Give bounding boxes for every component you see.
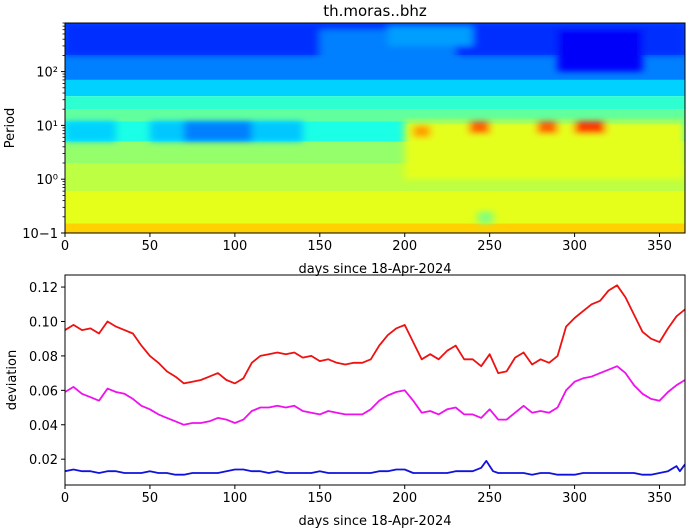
heatmap-band-3: [65, 96, 685, 110]
heatmap-patch-10: [469, 121, 490, 134]
heatmap-patch-5: [183, 121, 252, 142]
line-x-axis: 0 50 100 150 200 250 300 350: [61, 485, 672, 506]
heatmap-y-tick-label: 10¹: [36, 119, 58, 134]
heatmap-patch-3: [387, 26, 473, 46]
heatmap-cells: [65, 23, 685, 233]
figure-title: th.moras..bhz: [323, 2, 427, 20]
line-x-tick-label: 300: [562, 491, 587, 506]
heatmap-y-tick-label: 10²: [36, 66, 58, 81]
line-y-label: deviation: [5, 350, 20, 410]
line-panel: 0 50 100 150 200 250 300 350 0.020.040.060.080.…: [5, 274, 686, 529]
heatmap-patch-2: [557, 29, 643, 72]
heatmap-x-tick-label: 50: [142, 239, 159, 254]
heatmap-band-9: [65, 223, 685, 233]
line-y-tick-label: 0.10: [29, 315, 58, 330]
heatmap-band-4: [65, 109, 685, 122]
heatmap-x-tick-label: 300: [562, 239, 587, 254]
line-series-0: [65, 284, 685, 385]
heatmap-x-tick-label: 100: [222, 239, 247, 254]
heatmap-x-tick-label: 200: [392, 239, 417, 254]
heatmap-patch-6: [65, 121, 116, 142]
line-x-tick-label: 350: [647, 491, 672, 506]
heatmap-x-tick-label: 150: [307, 239, 332, 254]
line-y-tick-label: 0.02: [29, 453, 58, 468]
heatmap-x-label: days since 18-Apr-2024: [298, 262, 451, 277]
line-y-tick-label: 0.12: [29, 281, 58, 296]
line-y-axis: 0.02 0.04 0.06 0.08 0.10 0.12: [29, 281, 65, 468]
heatmap-x-tick-label: 250: [477, 239, 502, 254]
line-y-tick-label: 0.08: [29, 350, 58, 365]
line-y-tick-label: 0.06: [29, 384, 58, 399]
heatmap-patches: [65, 23, 685, 224]
heatmap-x-tick-label: 350: [647, 239, 672, 254]
line-x-tick-label: 100: [222, 491, 247, 506]
heatmap-y-tick-label: 10⁰: [36, 173, 58, 188]
heatmap-x-tick-label: 0: [61, 239, 69, 254]
line-series-1: [65, 365, 685, 426]
line-x-tick-label: 50: [142, 491, 159, 506]
heatmap-patch-11: [537, 121, 558, 134]
heatmap-panel: 0 50 100 150 200 250 300 350 10−1 10⁰ 10¹ 10² days…: [3, 22, 686, 277]
line-series-2: [65, 459, 685, 476]
line-x-tick-label: 250: [477, 491, 502, 506]
line-x-tick-label: 0: [61, 491, 69, 506]
heatmap-band-8: [65, 191, 685, 224]
heatmap-patch-13: [477, 211, 494, 224]
line-y-tick-label: 0.04: [29, 419, 58, 434]
heatmap-x-axis: 0 50 100 150 200 250 300 350: [61, 233, 672, 254]
line-series-group: [65, 284, 685, 476]
heatmap-y-tick-label: 10−1: [22, 227, 58, 242]
heatmap-y-label: Period: [3, 108, 18, 149]
line-x-label: days since 18-Apr-2024: [298, 514, 451, 529]
line-x-tick-label: 200: [392, 491, 417, 506]
heatmap-patch-12: [574, 121, 606, 134]
line-frame: [64, 274, 686, 486]
heatmap-y-axis: 10−1 10⁰ 10¹ 10²: [22, 22, 65, 242]
heatmap-band-2: [65, 79, 685, 97]
heatmap-patch-9: [413, 125, 431, 138]
line-x-tick-label: 150: [307, 491, 332, 506]
